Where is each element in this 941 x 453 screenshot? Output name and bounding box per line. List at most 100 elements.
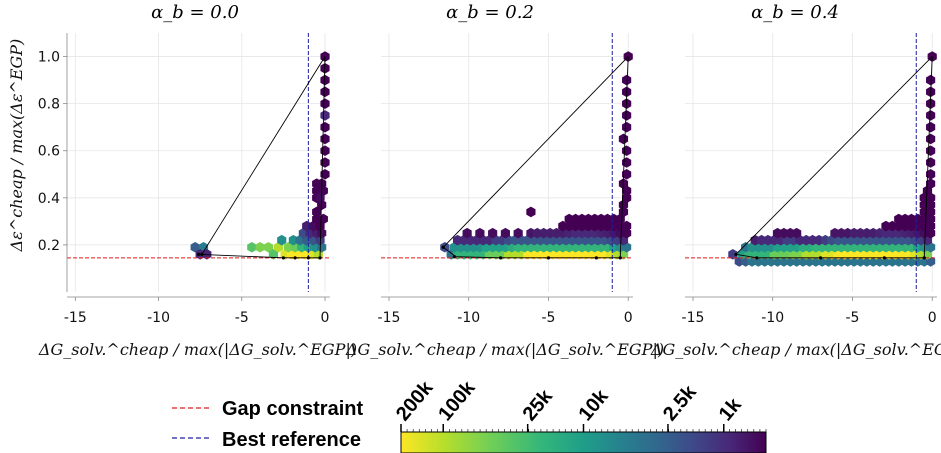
frontier-point [281,256,285,260]
x-tick-label: -5 [845,310,859,326]
hexbin [320,110,330,121]
x-tick-label: 0 [321,310,330,326]
hexbin [622,145,632,157]
legend: Gap constraint Best reference [172,398,363,451]
hexbin [263,241,273,253]
hexbin [926,145,936,157]
hexbin [320,121,330,133]
hexbin [926,110,936,121]
frontier-point [293,256,297,260]
hexbin [622,157,632,168]
hexbin [926,199,936,211]
hexbin [622,168,632,180]
hexbin [926,157,936,168]
frontier-point [441,245,445,249]
hexbin [312,178,322,189]
panel-title-2: α_b = 0.4 [751,2,839,23]
y-axis-label: Δε^cheap / max(Δε^EGP) [7,39,26,253]
frontier-point [200,252,204,256]
hexbin [526,206,536,218]
frontier-point [196,252,201,256]
panel-alpha-0-2: -15 -10 -5 0 [378,33,633,326]
colorbar-tick-label: 200k [392,376,438,425]
hexbin [320,133,330,145]
x-tick-label: -15 [64,310,87,326]
x-tick-label: 0 [928,310,937,326]
legend-gap-constraint-label: Gap constraint [222,398,363,420]
colorbar-gradient [400,431,767,453]
hexbin [312,206,322,218]
panel-alpha-0: -15 -10 -5 0 0.2 0.4 0.6 0.8 1.0 [38,33,330,326]
frontier-line [735,56,933,255]
hexbin [622,192,632,204]
hexbin [926,206,936,218]
x-axis-label-1: ΔG_solv.^cheap / max(|ΔG_solv.^EGP|) [345,340,664,359]
hexbin [315,192,325,204]
x-tick-label: -5 [541,310,555,326]
hexbin [622,121,632,133]
colorbar-tick-label: 1k [715,393,747,425]
x-tick-label: -15 [682,310,705,326]
x-axis-label-2: ΔG_solv.^cheap / max(|ΔG_solv.^EGP|) [650,340,941,359]
frontier-point [318,256,322,260]
frontier-point [882,256,886,260]
panel-title-1: α_b = 0.2 [446,2,534,23]
y-tick-label: 0.6 [38,144,60,160]
y-tick-label: 0.2 [38,238,60,254]
frontier-point [922,256,926,260]
hexbin [277,234,287,246]
hexbin [255,241,265,253]
colorbar-tick-label: 100k [434,376,480,425]
hexbin [926,133,936,145]
hexbin [926,227,936,239]
hexbin [475,227,485,239]
colorbar-tick-label: 2.5k [659,381,701,426]
hexbin [622,110,632,121]
y-tick-label: 0.8 [38,97,60,113]
hexbin [320,74,330,86]
hexbin [320,168,330,180]
hexbin [926,220,936,232]
panel-title-0: α_b = 0.0 [151,2,239,23]
x-tick-label: 0 [624,310,633,326]
frontier-point [499,256,503,260]
y-tick-label: 1.0 [38,50,60,66]
y-tick-label: 0.4 [38,191,60,207]
x-axis-label-0: ΔG_solv.^cheap / max(|ΔG_solv.^EGP|) [38,340,357,359]
hexbin [622,74,632,86]
hexbin [622,227,632,239]
hexbin [500,227,510,239]
hexbin [622,220,632,232]
hexbin [320,98,330,109]
pareto-line [735,56,933,259]
frontier-point [306,256,310,260]
hexbin [320,157,330,168]
x-tick-label: -15 [378,310,401,326]
panel-alpha-0-4: -15 -10 -5 0 [682,33,937,326]
legend-best-reference-label: Best reference [222,429,361,451]
hexbin [190,241,200,253]
hexbin [513,227,523,239]
hexbin [926,121,936,133]
hexbin [926,74,936,86]
x-tick-label: -5 [235,310,249,326]
frontier-point [546,256,551,260]
hexbin [320,145,330,157]
x-tick-label: -10 [457,310,480,326]
frontier-point [452,255,456,259]
hexbin [792,227,802,239]
hexbin [247,241,257,253]
hexbin [462,227,472,239]
colorbar-tick-label: 10k [574,385,613,425]
hexbin [320,86,330,98]
hexbin [618,206,629,218]
hexbin [488,227,498,239]
frontier-point [818,256,823,260]
frontier-point [594,256,598,260]
x-tick-label: -10 [147,310,170,326]
hexbin [728,249,738,260]
colorbar-tick-label: 25k [519,385,558,425]
frontier-point [618,256,622,260]
